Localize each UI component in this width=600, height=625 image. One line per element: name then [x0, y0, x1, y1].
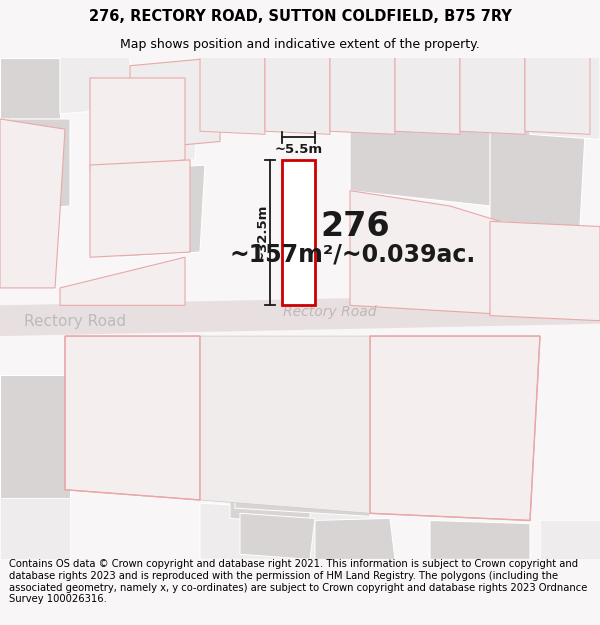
- Polygon shape: [330, 58, 395, 134]
- Polygon shape: [200, 336, 370, 513]
- Polygon shape: [90, 160, 190, 258]
- Text: 276: 276: [320, 210, 390, 243]
- Polygon shape: [0, 119, 65, 288]
- Polygon shape: [540, 521, 600, 559]
- Polygon shape: [265, 58, 330, 134]
- Polygon shape: [490, 129, 585, 226]
- Text: Contains OS data © Crown copyright and database right 2021. This information is : Contains OS data © Crown copyright and d…: [9, 559, 587, 604]
- Polygon shape: [0, 119, 70, 211]
- Polygon shape: [395, 58, 460, 134]
- Text: Rectory Road: Rectory Road: [24, 314, 126, 329]
- Text: 276, RECTORY ROAD, SUTTON COLDFIELD, B75 7RY: 276, RECTORY ROAD, SUTTON COLDFIELD, B75…: [89, 9, 511, 24]
- Polygon shape: [100, 83, 200, 170]
- Polygon shape: [60, 58, 130, 114]
- Polygon shape: [282, 160, 315, 306]
- Text: ~32.5m: ~32.5m: [256, 204, 269, 261]
- Polygon shape: [0, 375, 70, 498]
- Text: Map shows position and indicative extent of the property.: Map shows position and indicative extent…: [120, 38, 480, 51]
- Polygon shape: [60, 258, 185, 306]
- Polygon shape: [525, 58, 590, 134]
- Polygon shape: [460, 58, 525, 134]
- Text: ~5.5m: ~5.5m: [274, 143, 323, 156]
- Polygon shape: [370, 336, 540, 521]
- Polygon shape: [0, 293, 600, 336]
- Polygon shape: [130, 58, 220, 149]
- Polygon shape: [0, 211, 60, 288]
- Polygon shape: [0, 58, 60, 119]
- Polygon shape: [200, 58, 265, 134]
- Polygon shape: [530, 58, 600, 139]
- Polygon shape: [315, 518, 395, 559]
- Polygon shape: [350, 119, 500, 206]
- Text: Rectory Road: Rectory Road: [283, 304, 377, 319]
- Polygon shape: [350, 191, 500, 314]
- Polygon shape: [230, 500, 310, 524]
- Polygon shape: [0, 498, 70, 559]
- Polygon shape: [490, 221, 600, 321]
- Polygon shape: [120, 165, 205, 258]
- Polygon shape: [90, 78, 185, 170]
- Polygon shape: [200, 503, 370, 559]
- Polygon shape: [200, 58, 600, 129]
- Polygon shape: [65, 336, 200, 500]
- Polygon shape: [235, 488, 370, 516]
- Text: ~157m²/~0.039ac.: ~157m²/~0.039ac.: [230, 242, 476, 266]
- Polygon shape: [240, 513, 315, 559]
- Polygon shape: [430, 521, 530, 559]
